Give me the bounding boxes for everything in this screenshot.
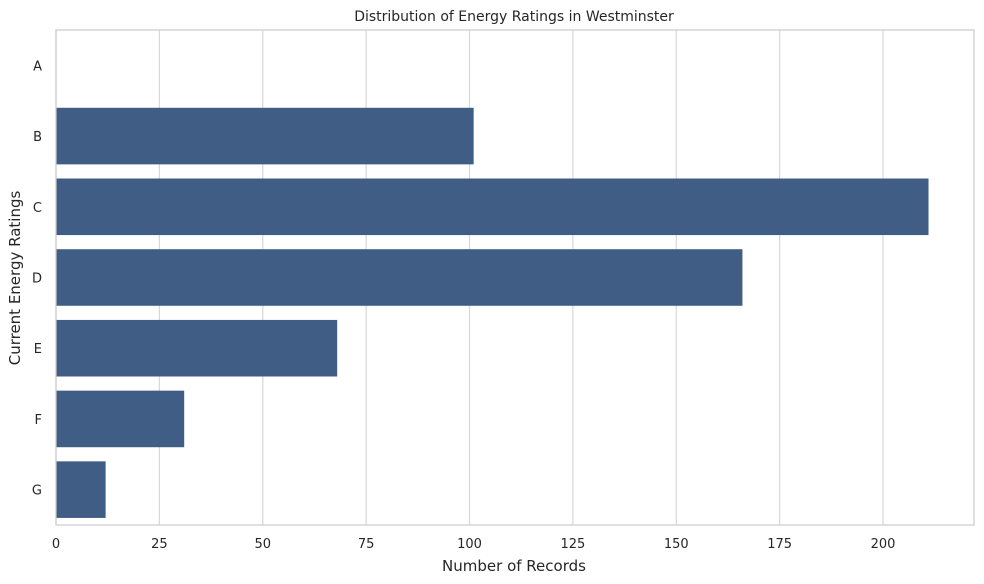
bar-D <box>56 249 743 306</box>
x-tick-label: 175 <box>767 537 792 552</box>
bars <box>56 107 929 518</box>
bar-B <box>56 107 474 165</box>
y-tick-label: D <box>32 272 42 287</box>
y-tick-label: C <box>33 201 42 216</box>
x-axis-label: Number of Records <box>442 557 586 575</box>
y-axis-label: Current Energy Ratings <box>6 191 24 366</box>
x-tick-label: 125 <box>560 537 585 552</box>
chart-title: Distribution of Energy Ratings in Westmi… <box>354 9 674 25</box>
x-tick-label: 75 <box>358 537 375 552</box>
bar-G <box>56 461 106 518</box>
bar-E <box>56 319 338 377</box>
x-tick-label: 25 <box>151 537 168 552</box>
x-tick-label: 100 <box>457 537 482 552</box>
x-tick-label: 150 <box>664 537 689 552</box>
y-tick-label: B <box>33 130 42 145</box>
y-tick-label: F <box>35 413 42 428</box>
bar-F <box>56 390 185 448</box>
bar-C <box>56 178 929 236</box>
y-tick-label: G <box>32 484 42 499</box>
x-tick-labels: 0 25 50 75 100 125 150 175 200 <box>52 537 896 552</box>
plot-frame <box>55 29 975 526</box>
x-tick-label: 200 <box>871 537 896 552</box>
y-tick-labels: A B C D E F G <box>32 59 42 498</box>
y-tick-label: E <box>34 342 42 357</box>
y-tick-label: A <box>33 59 42 74</box>
x-tick-label: 0 <box>52 537 60 552</box>
x-tick-label: 50 <box>254 537 271 552</box>
